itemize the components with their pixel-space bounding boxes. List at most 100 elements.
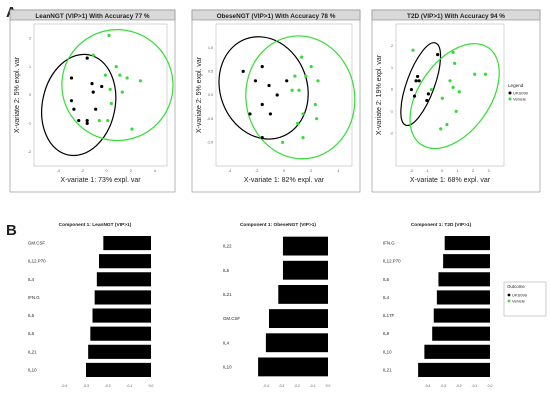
- bar: [86, 362, 151, 378]
- ukss99-point: [248, 112, 252, 116]
- x-tick-label: 1: [457, 169, 459, 173]
- x-tick-label: 2: [130, 169, 132, 173]
- vehicle-point: [453, 61, 457, 65]
- title-strip: [9, 9, 176, 21]
- x-tick-label: -0.3: [440, 384, 446, 388]
- legend-entry: Vehicle: [512, 298, 526, 303]
- bar: [436, 290, 490, 305]
- y-tick-label: -0.5: [207, 117, 213, 121]
- vehicle-point: [448, 79, 452, 83]
- ukss99-confidence-ellipse: [218, 36, 309, 140]
- x-tick-label: 0.0: [326, 384, 331, 388]
- bar-chart-2: Component 1: ObeseNGT (VIP>1) IL22 IL5 IL21…: [223, 222, 330, 388]
- ukss99-point: [260, 102, 264, 107]
- x-tick-label: -0.4: [263, 384, 269, 388]
- vehicle-point: [301, 112, 305, 116]
- ukss99-point: [417, 79, 421, 83]
- x-tick-label: -2: [410, 169, 413, 173]
- vehicle-point: [439, 127, 443, 131]
- x-tick-label: 0.0: [488, 384, 493, 388]
- x-tick-label: -2: [255, 169, 258, 173]
- vehicle-point: [457, 90, 461, 94]
- ukss99-point: [94, 107, 98, 111]
- y-tick-label: 1: [29, 65, 31, 69]
- legend-entry: UKS099: [512, 292, 528, 297]
- vehicle-point: [315, 117, 319, 121]
- category-label: IL4: [28, 277, 35, 282]
- vehicle-confidence-ellipse: [409, 43, 500, 150]
- y-tick-label: 2: [391, 44, 393, 48]
- category-label: IFN.G: [383, 241, 395, 246]
- bar-chart-3: Component 1: T2D (VIP>1) IFN.G IL12.P70 IL6…: [383, 222, 547, 388]
- x-tick-label: 0: [106, 169, 108, 173]
- ukss99-point: [426, 92, 430, 96]
- bar: [282, 236, 328, 256]
- plot-area: [33, 23, 168, 167]
- x-axis-label: X-variate 1: 68% expl. var: [410, 177, 491, 184]
- bar: [103, 235, 151, 251]
- vehicle-point: [107, 33, 111, 37]
- ukss99-point: [85, 121, 89, 125]
- x-tick-label: -0.2: [294, 384, 300, 388]
- ukss99-point: [260, 65, 264, 69]
- chart-frame: [191, 9, 361, 193]
- y-axis-label: X-variate 2: 19% expl. var: [376, 54, 383, 135]
- ukss99-point: [412, 94, 417, 98]
- x-tick-label: -0.4: [61, 384, 67, 388]
- vehicle-point: [297, 88, 301, 92]
- category-label: IL21: [383, 367, 392, 372]
- x-tick-label: 4: [154, 169, 156, 173]
- category-label: IL4: [223, 340, 230, 345]
- title-strip: [371, 9, 541, 21]
- chart-title: LeanNGT (VIP>1) With Accuracy 77 %: [35, 13, 150, 20]
- scatter-chart-3: T2D (VIP>1) With Accuracy 94 % -2 -1 0 1 2 3 -2…: [371, 9, 541, 193]
- ukss99-point: [253, 79, 258, 83]
- vehicle-point: [125, 76, 129, 80]
- vehicle-point: [309, 65, 313, 69]
- vehicle-point: [304, 74, 308, 78]
- legend-marker: [508, 97, 512, 101]
- x-tick-label: -0.1: [126, 384, 132, 388]
- vehicle-point: [108, 87, 112, 91]
- vehicle-point: [120, 90, 124, 94]
- x-tick-label: 3: [488, 169, 490, 173]
- vehicle-point: [290, 88, 294, 92]
- bar: [94, 290, 151, 305]
- vehicle-point: [316, 79, 320, 83]
- ukss99-point: [275, 93, 279, 97]
- chart-title: T2D (VIP>1) With Accuracy 94 %: [407, 13, 505, 20]
- category-label: IL5: [28, 313, 35, 318]
- ukss99-point: [409, 87, 414, 92]
- ukss99-point: [100, 84, 104, 89]
- category-label: IL10: [383, 349, 392, 354]
- chart-frame: [9, 9, 176, 193]
- panel-label-b: B: [6, 222, 17, 239]
- bar: [424, 344, 490, 359]
- chart-title: Component 1: ObeseNGT (VIP>1): [240, 222, 316, 228]
- category-label: IL4: [383, 295, 390, 300]
- ukss99-point: [267, 83, 271, 88]
- x-axis-label: X-variate 1: 73% expl. var: [60, 177, 141, 184]
- vehicle-confidence-ellipse: [245, 35, 356, 160]
- category-label: IL12.P70: [28, 259, 46, 264]
- bar-chart-1: Component 1: LeanNGT (VIP>1) GM.CSF IL12.P…: [28, 222, 153, 388]
- vehicle-point: [296, 121, 300, 125]
- y-tick-label: 0: [29, 93, 31, 97]
- bar: [90, 326, 151, 341]
- ukss99-point: [268, 112, 272, 116]
- ukss99-confidence-ellipse: [400, 42, 442, 127]
- chart-title: Component 1: T2D (VIP>1): [411, 222, 472, 228]
- vehicle-point: [440, 96, 444, 100]
- vehicle-point: [114, 65, 118, 69]
- vehicle-point: [473, 72, 477, 76]
- vehicle-point: [281, 140, 285, 144]
- bar: [258, 357, 328, 377]
- legend-entry: UKS099: [513, 90, 529, 95]
- category-label: IL21: [223, 292, 232, 297]
- y-tick-label: 2: [29, 36, 31, 40]
- vehicle-point: [109, 101, 113, 106]
- x-tick-label: -0.4: [425, 384, 431, 388]
- ukss99-point: [416, 74, 420, 79]
- scatter-chart-1: LeanNGT (VIP>1) With Accuracy 77 % -4 -2 0 2…: [9, 9, 176, 193]
- ukss99-point: [241, 69, 245, 73]
